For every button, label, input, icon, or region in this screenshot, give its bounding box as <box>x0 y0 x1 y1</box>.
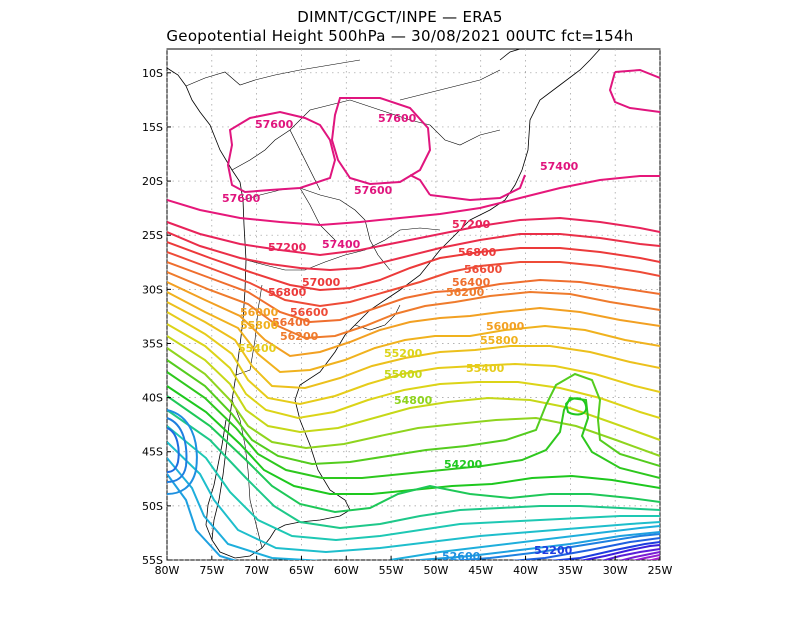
y-tick-label: 25S <box>142 229 163 242</box>
contour-label: 56200 <box>280 330 319 343</box>
contour-label: 55800 <box>240 319 279 332</box>
contour-label: 57600 <box>354 184 393 197</box>
coastline <box>167 49 601 559</box>
chart-title-line2: Geopotential Height 500hPa — 30/08/2021 … <box>166 27 634 45</box>
contour-label: 55400 <box>238 342 277 355</box>
y-tick-label: 15S <box>142 121 163 134</box>
contour-label: 55200 <box>384 347 423 360</box>
x-tick-label: 45W <box>468 564 493 577</box>
contour-label: 57000 <box>302 276 341 289</box>
plot-frame <box>166 48 661 561</box>
y-tick-label: 40S <box>142 392 163 405</box>
y-tick-label: 55S <box>142 554 163 567</box>
contour-labels: 57600 57600 57600 57600 57400 57400 5720… <box>222 112 579 563</box>
contour-label: 56400 <box>272 316 311 329</box>
contour-label: 52200 <box>534 544 573 557</box>
x-tick-label: 35W <box>558 564 583 577</box>
contour-label: 56600 <box>464 263 503 276</box>
x-tick-label: 75W <box>199 564 224 577</box>
axis-ticks: 80W 75W 70W 65W 60W 55W 50W 45W 40W 35W 30W 25W 10S 1… <box>142 67 673 577</box>
y-tick-label: 45S <box>142 446 163 459</box>
contour-label: 55000 <box>384 368 423 381</box>
contour-label: 57400 <box>540 160 579 173</box>
contour-label: 54200 <box>444 458 483 471</box>
contour-label: 54800 <box>394 394 433 407</box>
y-tick-label: 35S <box>142 337 163 350</box>
x-tick-label: 65W <box>289 564 314 577</box>
contour-label: 57600 <box>255 118 294 131</box>
contour-label: 55800 <box>480 334 519 347</box>
contour-label: 56400 <box>452 276 491 289</box>
contour-label: 57600 <box>222 192 261 205</box>
contour-label: 57400 <box>322 238 361 251</box>
contour-label: 52600 <box>442 550 481 563</box>
contour-label: 55400 <box>466 362 505 375</box>
height-contours <box>167 68 660 560</box>
x-tick-label: 80W <box>155 564 180 577</box>
contour-label: 57200 <box>268 241 307 254</box>
contour-label: 57200 <box>452 218 491 231</box>
x-tick-label: 30W <box>603 564 628 577</box>
x-tick-label: 40W <box>513 564 538 577</box>
contour-label: 56000 <box>240 306 279 319</box>
x-tick-label: 60W <box>334 564 359 577</box>
chart-title-line1: DIMNT/CGCT/INPE — ERA5 <box>297 8 503 26</box>
x-tick-label: 55W <box>379 564 404 577</box>
contour-label: 56600 <box>290 306 329 319</box>
x-tick-label: 70W <box>244 564 269 577</box>
y-tick-label: 30S <box>142 283 163 296</box>
contour-label: 56000 <box>486 320 525 333</box>
x-tick-label: 50W <box>423 564 448 577</box>
contour-label: 57600 <box>378 112 417 125</box>
contour-label: 56200 <box>446 286 485 299</box>
y-tick-label: 10S <box>142 67 163 80</box>
contour-label: 56800 <box>268 286 307 299</box>
y-tick-label: 50S <box>142 500 163 513</box>
y-tick-label: 20S <box>142 175 163 188</box>
country-borders <box>185 59 501 549</box>
contour-label: 56800 <box>458 246 497 259</box>
x-tick-label: 25W <box>648 564 673 577</box>
